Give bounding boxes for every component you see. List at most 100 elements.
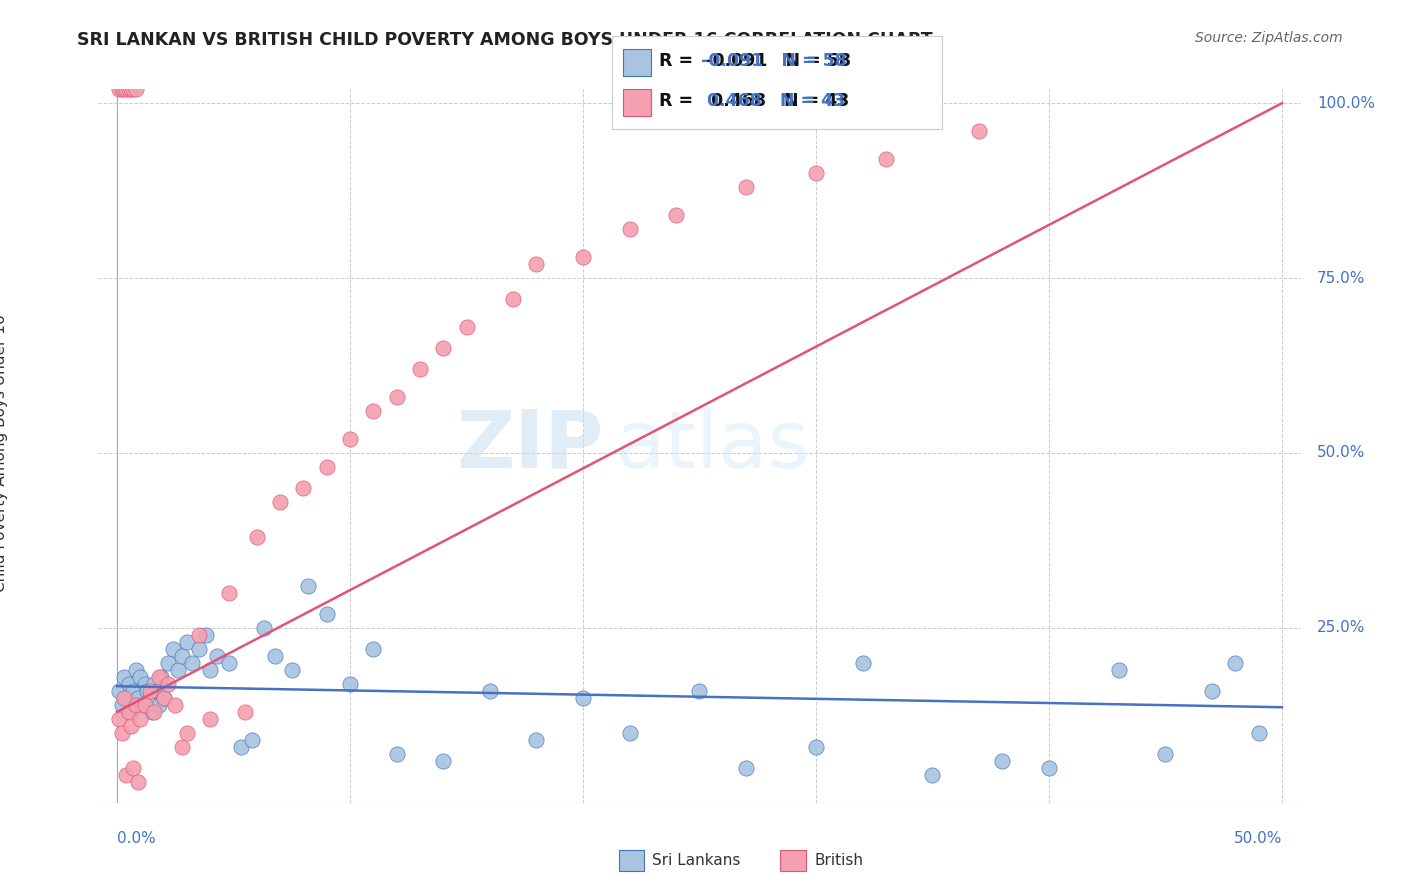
Point: [478, 684, 501, 698]
Point: [157, 656, 180, 670]
Point: [115, 690, 138, 705]
Point: [1038, 761, 1060, 775]
Point: [129, 712, 152, 726]
Point: [619, 726, 641, 740]
Text: atlas: atlas: [616, 407, 810, 485]
Point: [432, 754, 454, 768]
Point: [363, 404, 385, 418]
Point: [127, 774, 149, 789]
Point: [297, 579, 319, 593]
Point: [200, 712, 222, 726]
Point: [804, 166, 827, 180]
Point: [143, 705, 166, 719]
Point: [150, 670, 173, 684]
Point: [115, 768, 138, 782]
Point: [875, 152, 897, 166]
Point: [187, 628, 209, 642]
Point: [131, 698, 153, 712]
Text: British: British: [814, 854, 863, 868]
Point: [292, 481, 315, 495]
Point: [1108, 663, 1130, 677]
Text: -0.091   N = 58: -0.091 N = 58: [695, 52, 846, 70]
Text: Sri Lankans: Sri Lankans: [652, 854, 741, 868]
Point: [162, 641, 184, 656]
Point: [129, 670, 152, 684]
Point: [118, 82, 141, 96]
Point: [264, 648, 287, 663]
Point: [176, 635, 198, 649]
Point: [200, 663, 222, 677]
Point: [804, 739, 827, 754]
Point: [111, 698, 134, 712]
Point: [120, 719, 142, 733]
Point: [572, 250, 595, 264]
Point: [120, 82, 142, 96]
Point: [108, 82, 131, 96]
Text: R =   0.468   N = 43: R = 0.468 N = 43: [659, 92, 849, 110]
Point: [851, 656, 873, 670]
Point: [526, 257, 548, 271]
Point: [111, 82, 134, 96]
Point: [176, 726, 198, 740]
Point: [207, 648, 229, 663]
Point: [502, 292, 524, 306]
Point: [180, 656, 202, 670]
Point: [240, 732, 263, 747]
Point: [134, 698, 156, 712]
Point: [138, 690, 160, 705]
Point: [125, 698, 148, 712]
Point: [339, 677, 361, 691]
Point: [112, 670, 135, 684]
Point: [315, 460, 337, 475]
Point: [991, 754, 1014, 768]
Point: [148, 698, 170, 712]
Text: Source: ZipAtlas.com: Source: ZipAtlas.com: [1195, 31, 1343, 45]
Point: [269, 495, 291, 509]
Point: [246, 530, 269, 544]
Point: [194, 628, 217, 642]
Point: [138, 684, 160, 698]
Point: [921, 768, 943, 782]
Point: [148, 670, 170, 684]
Text: 25.0%: 25.0%: [1317, 621, 1365, 635]
Point: [152, 690, 174, 705]
Point: [619, 222, 641, 236]
Point: [281, 663, 304, 677]
Point: [315, 607, 337, 621]
Text: R =  -0.091   N = 58: R = -0.091 N = 58: [659, 52, 852, 70]
Text: 75.0%: 75.0%: [1317, 270, 1365, 285]
Point: [1201, 684, 1223, 698]
Point: [108, 712, 131, 726]
Point: [141, 705, 163, 719]
Point: [339, 432, 361, 446]
Point: [120, 705, 142, 719]
Point: [665, 208, 688, 222]
Point: [111, 726, 134, 740]
Point: [127, 690, 149, 705]
Point: [456, 320, 478, 334]
Point: [432, 341, 454, 355]
Point: [409, 362, 432, 376]
Point: [165, 698, 187, 712]
Point: [143, 677, 166, 691]
Point: [187, 641, 209, 656]
Point: [572, 690, 595, 705]
Point: [385, 747, 408, 761]
Point: [112, 82, 135, 96]
Point: [172, 739, 194, 754]
Point: [115, 82, 138, 96]
Point: [122, 82, 145, 96]
Text: 100.0%: 100.0%: [1317, 95, 1375, 111]
Point: [688, 684, 710, 698]
Point: [1154, 747, 1177, 761]
Text: 0.468   N = 43: 0.468 N = 43: [695, 92, 845, 110]
Point: [122, 684, 145, 698]
Point: [152, 690, 174, 705]
Text: ZIP: ZIP: [456, 407, 603, 485]
Point: [363, 641, 385, 656]
Point: [118, 705, 141, 719]
Point: [385, 390, 408, 404]
Text: 50.0%: 50.0%: [1317, 445, 1365, 460]
Point: [526, 732, 548, 747]
Point: [1225, 656, 1247, 670]
